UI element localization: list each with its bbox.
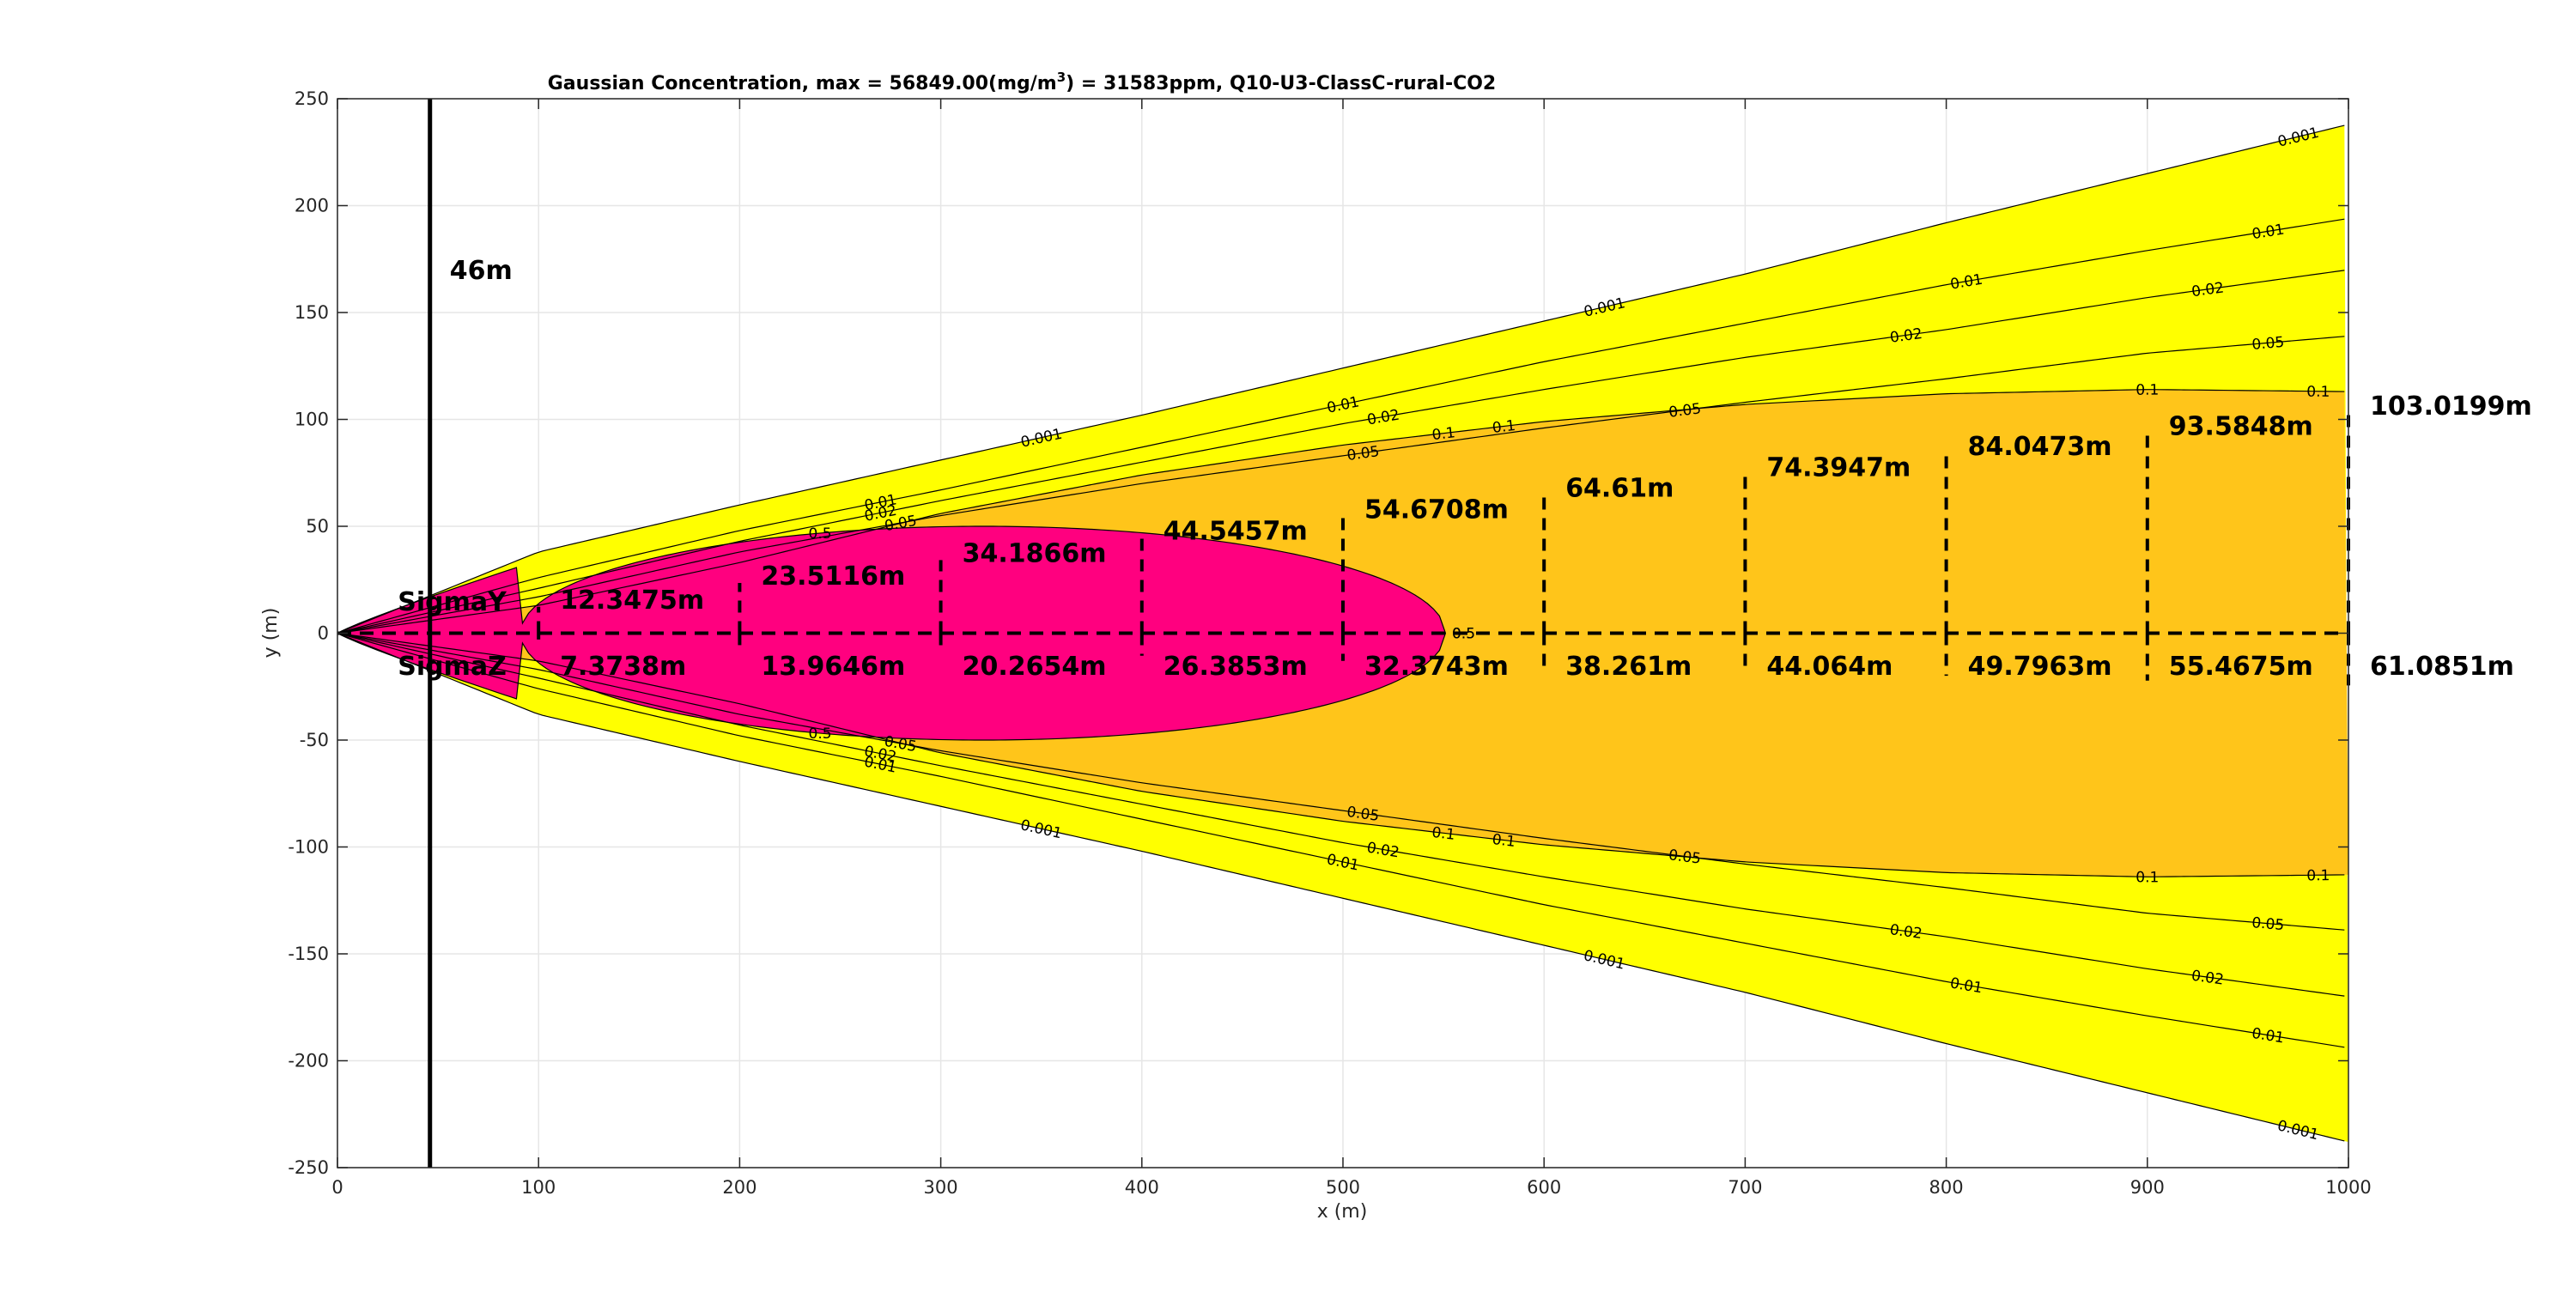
- contour-line: [337, 124, 2345, 634]
- sigma-z-label: 38.261m: [1565, 652, 1692, 682]
- sigma-y-label: 23.5116m: [761, 561, 905, 592]
- chart-title-superscript: 3: [1057, 70, 1066, 85]
- y-tick-label: -50: [300, 730, 329, 750]
- x-tick-label: 500: [1326, 1177, 1360, 1198]
- sigma-y-label: 84.0473m: [1968, 432, 2112, 462]
- x-tick-label: 100: [521, 1177, 556, 1198]
- y-tick-label: 100: [295, 410, 329, 430]
- sigma-z-label: 26.3853m: [1163, 652, 1308, 682]
- y-tick-label: -250: [288, 1157, 329, 1178]
- contour-label-text: 0.1: [1431, 424, 1456, 444]
- sigma-z-label: 61.0851m: [2370, 652, 2514, 682]
- contour-label-text: 0.1: [1492, 417, 1516, 437]
- contour-line: [337, 218, 2345, 634]
- contour-label: 0.1: [1431, 824, 1455, 844]
- contour-label-text: 0.1: [1492, 831, 1516, 851]
- contour-line: [337, 389, 2345, 634]
- source-distance-label: 46m: [450, 256, 513, 286]
- y-tick-label: -150: [288, 944, 329, 964]
- chart-title: Gaussian Concentration, max = 56849.00(m…: [548, 70, 1497, 94]
- sigma-z-label: 32.3743m: [1364, 652, 1509, 682]
- contour-label: 0.1: [2136, 382, 2159, 399]
- contour-label: 0.05: [2251, 914, 2285, 934]
- sigma-y-label: 34.1866m: [963, 538, 1107, 568]
- contour-label-text: 0.1: [2136, 869, 2159, 886]
- y-tick-label: -200: [288, 1051, 329, 1071]
- sigma-y-label: 64.61m: [1565, 474, 1674, 504]
- sigma-y-label: 93.5848m: [2169, 411, 2313, 441]
- x-tick-label: 0: [331, 1177, 343, 1198]
- plot-area: 0.0010.0010.0010.0010.0010.0010.010.010.…: [288, 88, 2531, 1198]
- y-tick-label: 250: [295, 88, 329, 109]
- sigma-z-label: 44.064m: [1766, 652, 1893, 682]
- contour-label: 0.05: [1668, 400, 1702, 422]
- contour-label: 0.1: [1492, 831, 1516, 851]
- contour-label: 0.05: [2251, 334, 2285, 354]
- sigma-y-label: 12.3475m: [560, 586, 704, 616]
- contour-label-text: 0.1: [2306, 384, 2330, 401]
- contour-label: 0.05: [1668, 847, 1702, 868]
- contour-label-text: 0.5: [809, 525, 832, 543]
- sigma-z-label: 7.3738m: [560, 652, 686, 682]
- chart-title-tail: ) = 31583ppm, Q10-U3-ClassC-rural-CO2: [1066, 73, 1496, 94]
- contour-line: [337, 632, 2345, 877]
- contour-label-text: 0.5: [809, 725, 832, 743]
- contour-label-text: 0.1: [2306, 867, 2330, 884]
- chart-title-main: Gaussian Concentration, max = 56849.00(m…: [548, 73, 1057, 94]
- x-tick-label: 200: [722, 1177, 756, 1198]
- x-tick-label: 600: [1527, 1177, 1561, 1198]
- y-tick-label: 0: [318, 623, 329, 644]
- x-tick-label: 400: [1125, 1177, 1159, 1198]
- axis-ticks: 0 100 200 300 400 500 600 700 800 900 1000-250-200…: [288, 88, 2371, 1198]
- contour-label: 0.1: [1431, 424, 1456, 444]
- contour-line: [337, 632, 2345, 931]
- contour-label-text: 0.1: [1431, 824, 1455, 844]
- sigma-y-label: 54.6708m: [1364, 495, 1509, 525]
- x-tick-label: 800: [1929, 1177, 1964, 1198]
- sigma-z-label: 55.4675m: [2169, 652, 2313, 682]
- contour-label-text: 0.05: [2251, 914, 2285, 934]
- y-tick-label: 50: [306, 516, 329, 537]
- contour-line: [337, 336, 2345, 634]
- contour-label-text: 0.05: [2251, 334, 2285, 354]
- contour-label: 0.1: [2306, 867, 2330, 884]
- contour-label: 0.1: [2306, 384, 2330, 401]
- y-axis-label: y (m): [260, 608, 282, 659]
- x-tick-label: 900: [2130, 1177, 2165, 1198]
- contour-label-text: 0.1: [2136, 382, 2159, 399]
- contour-lines: [337, 124, 2345, 1142]
- contour-label: 0.1: [1492, 417, 1516, 437]
- x-tick-label: 700: [1728, 1177, 1762, 1198]
- contour-label-text: 0.05: [1668, 847, 1702, 868]
- contour-labels: 0.0010.0010.0010.0010.0010.0010.010.010.…: [809, 124, 2330, 1144]
- x-tick-label: 300: [924, 1177, 958, 1198]
- contour-line: [337, 632, 2345, 1048]
- sigma-y-label: 44.5457m: [1163, 517, 1308, 547]
- x-axis-label: x (m): [1317, 1201, 1368, 1223]
- sigma-z-label: 20.2654m: [963, 652, 1107, 682]
- contour-line: [337, 270, 2345, 634]
- contour-line: [337, 632, 2345, 1142]
- y-tick-label: 150: [295, 302, 329, 323]
- sigma-z-label: 49.7963m: [1968, 652, 2112, 682]
- sigma-y-label: 74.3947m: [1766, 452, 1911, 483]
- y-tick-label: -100: [288, 837, 329, 858]
- sigma-z-row-label: SigmaZ: [398, 652, 507, 682]
- sigma-y-label: 103.0199m: [2370, 392, 2532, 422]
- y-tick-label: 200: [295, 196, 329, 216]
- sigma-z-label: 13.9646m: [761, 652, 905, 682]
- sigma-y-row-label: SigmaY: [398, 587, 507, 617]
- contour-line: [337, 632, 2345, 997]
- x-tick-label: 1000: [2325, 1177, 2371, 1198]
- contour-label: 0.1: [2136, 869, 2159, 886]
- contour-label-text: 0.05: [1668, 400, 1702, 422]
